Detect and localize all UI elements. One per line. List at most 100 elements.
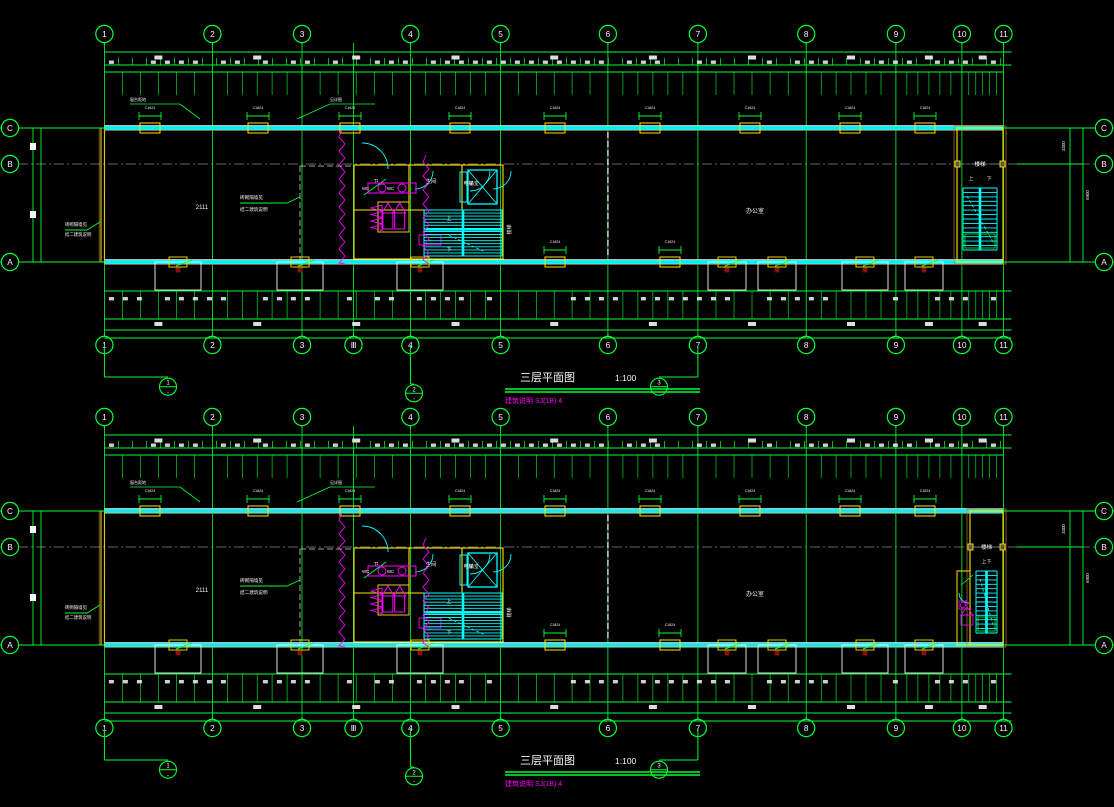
svg-text:Ⅲ: Ⅲ <box>351 340 357 350</box>
svg-text:C: C <box>7 506 13 516</box>
svg-text:11: 11 <box>999 723 1008 733</box>
svg-text:C1824: C1824 <box>665 240 676 244</box>
svg-text:3: 3 <box>300 340 305 350</box>
svg-text:C1824: C1824 <box>253 489 264 493</box>
svg-text:10: 10 <box>957 29 967 39</box>
svg-text:A: A <box>7 640 13 650</box>
svg-text:3300: 3300 <box>1061 141 1066 151</box>
svg-text:楼梯: 楼梯 <box>981 543 993 551</box>
svg-text:C1824: C1824 <box>550 489 561 493</box>
svg-text:上: 上 <box>446 598 451 605</box>
svg-text:10: 10 <box>957 340 967 350</box>
svg-text:结二建筑说明: 结二建筑说明 <box>240 206 268 213</box>
svg-text:下: 下 <box>446 630 451 636</box>
svg-text:窗台距地: 窗台距地 <box>130 479 146 485</box>
svg-text:2: 2 <box>210 723 215 733</box>
svg-text:结二建筑说明: 结二建筑说明 <box>65 614 92 621</box>
svg-text:Ⅲ: Ⅲ <box>351 723 357 733</box>
svg-text:5: 5 <box>498 340 503 350</box>
svg-text:2111: 2111 <box>196 205 209 211</box>
svg-text:C1824: C1824 <box>550 106 561 110</box>
svg-text:6: 6 <box>606 723 611 733</box>
svg-text:C1824: C1824 <box>253 106 264 110</box>
svg-text:4: 4 <box>408 29 413 39</box>
svg-text:-: - <box>167 773 169 779</box>
svg-text:8: 8 <box>804 340 809 350</box>
svg-text:B: B <box>7 542 13 552</box>
svg-text:三层平面图: 三层平面图 <box>520 754 575 767</box>
svg-text:A: A <box>1101 640 1107 650</box>
svg-text:C: C <box>7 123 13 133</box>
svg-text:C1824: C1824 <box>745 106 756 110</box>
svg-text:9: 9 <box>894 340 899 350</box>
svg-text:C1824: C1824 <box>920 489 931 493</box>
svg-text:楼梯: 楼梯 <box>974 160 986 168</box>
svg-text:B: B <box>1101 159 1107 169</box>
svg-text:结二建筑说明: 结二建筑说明 <box>65 231 92 238</box>
svg-text:4: 4 <box>408 412 413 422</box>
svg-text:建筑说明 SJ(1B) 4: 建筑说明 SJ(1B) 4 <box>505 779 562 788</box>
svg-text:6: 6 <box>606 29 611 39</box>
svg-text:3: 3 <box>300 723 305 733</box>
svg-text:C: C <box>1101 123 1107 133</box>
svg-text:见详图: 见详图 <box>330 96 342 102</box>
svg-text:三层平面图: 三层平面图 <box>520 371 575 384</box>
svg-text:砖砌隔墙见: 砖砌隔墙见 <box>240 194 263 201</box>
svg-text:-: - <box>413 780 415 786</box>
svg-text:6900: 6900 <box>1085 573 1090 583</box>
svg-text:7: 7 <box>696 29 701 39</box>
svg-text:卫: 卫 <box>373 561 378 568</box>
svg-text:-: - <box>413 397 415 403</box>
svg-text:8: 8 <box>804 29 809 39</box>
svg-text:11: 11 <box>999 412 1008 422</box>
svg-text:6900: 6900 <box>1085 190 1090 200</box>
svg-text:7: 7 <box>696 412 701 422</box>
svg-text:5: 5 <box>498 29 503 39</box>
svg-text:6: 6 <box>606 340 611 350</box>
svg-text:11: 11 <box>999 29 1008 39</box>
svg-text:WC: WC <box>362 186 369 191</box>
svg-text:B: B <box>7 159 13 169</box>
svg-text:-: - <box>658 390 660 396</box>
svg-text:1:100: 1:100 <box>615 756 637 766</box>
svg-text:9: 9 <box>894 723 899 733</box>
svg-text:C1824: C1824 <box>645 106 656 110</box>
svg-text:C1824: C1824 <box>550 623 561 627</box>
svg-text:2: 2 <box>210 412 215 422</box>
svg-text:11: 11 <box>999 340 1008 350</box>
svg-text:1: 1 <box>102 29 107 39</box>
svg-text:C: C <box>1101 506 1107 516</box>
svg-text:C1824: C1824 <box>920 106 931 110</box>
svg-text:C1824: C1824 <box>455 106 466 110</box>
svg-text:楼梯: 楼梯 <box>506 224 513 234</box>
svg-text:C1824: C1824 <box>645 489 656 493</box>
svg-text:10: 10 <box>957 723 967 733</box>
svg-text:B: B <box>1101 542 1107 552</box>
svg-text:卫: 卫 <box>373 178 378 185</box>
svg-text:前室: 前室 <box>469 180 479 187</box>
svg-text:9: 9 <box>894 412 899 422</box>
svg-text:-: - <box>658 773 660 779</box>
svg-text:砖砌隔墙见: 砖砌隔墙见 <box>65 604 88 611</box>
svg-text:C1824: C1824 <box>665 623 676 627</box>
svg-text:C1824: C1824 <box>845 489 856 493</box>
svg-text:3300: 3300 <box>1061 524 1066 534</box>
svg-text:建筑说明 SJ(1B) 4: 建筑说明 SJ(1B) 4 <box>505 396 562 405</box>
svg-text:8: 8 <box>804 723 809 733</box>
svg-text:WC: WC <box>362 569 369 574</box>
svg-text:3: 3 <box>300 412 305 422</box>
svg-text:上: 上 <box>446 215 451 222</box>
svg-text:C1824: C1824 <box>345 489 356 493</box>
svg-text:8: 8 <box>804 412 809 422</box>
svg-text:6: 6 <box>606 412 611 422</box>
svg-text:见详图: 见详图 <box>330 479 342 485</box>
svg-text:2111: 2111 <box>196 588 209 594</box>
svg-text:1: 1 <box>102 412 107 422</box>
svg-text:5: 5 <box>498 723 503 733</box>
svg-text:办公室: 办公室 <box>746 207 764 215</box>
svg-text:C1824: C1824 <box>845 106 856 110</box>
svg-text:1:100: 1:100 <box>615 373 637 383</box>
svg-text:C1824: C1824 <box>345 106 356 110</box>
svg-text:办公室: 办公室 <box>746 590 764 598</box>
svg-text:下: 下 <box>446 247 451 253</box>
